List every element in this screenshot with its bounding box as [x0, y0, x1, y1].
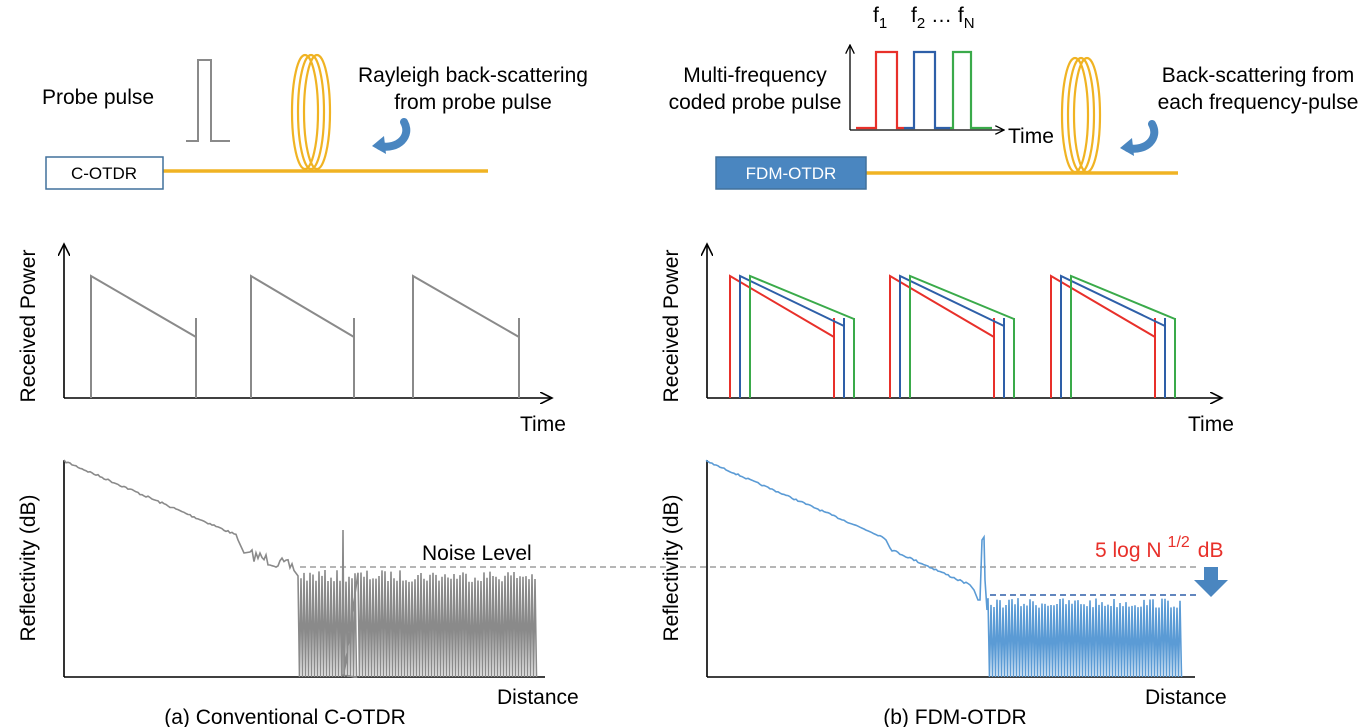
- reflectivity-plot-right: Reflectivity (dB) Distance 5 log N 1/2 dB: [660, 459, 1228, 709]
- fiber-coil-icon: [1060, 56, 1102, 174]
- fdm-otdr-box: [715, 156, 867, 190]
- refl-x-label-left: Distance: [497, 686, 579, 709]
- multi-frequency-pulse-inset: Time: [850, 45, 1054, 148]
- pulse-fN: [950, 50, 992, 130]
- probe-pulse-label: Probe pulse: [42, 86, 154, 109]
- c-otdr-box-label: C-OTDR: [71, 164, 137, 183]
- probe-label-line1: Multi-frequency: [683, 64, 827, 87]
- scatter-label-line2: from probe pulse: [394, 91, 552, 114]
- reflectivity-trace-left: [63, 459, 538, 678]
- trace-blue-group-2: [899, 274, 1005, 398]
- frequency-labels: f1 f2 … fN: [873, 4, 975, 32]
- inset-x-label: Time: [1008, 125, 1054, 148]
- trace-green-group-2: [909, 274, 1015, 398]
- fiber-coil-icon: [290, 53, 332, 171]
- trace-red-group-2: [889, 274, 995, 398]
- down-arrow-icon: [1194, 567, 1228, 597]
- refl-y-label-right: Reflectivity (dB): [660, 494, 683, 641]
- reflectivity-plot-left: Reflectivity (dB) Distance Noise Level: [17, 459, 579, 709]
- gain-label: 5 log N 1/2 dB: [1095, 534, 1223, 562]
- caption-right: (b) FDM-OTDR: [883, 706, 1026, 727]
- power-traces-left: [90, 274, 520, 398]
- power-y-label-right: Received Power: [660, 250, 683, 403]
- pulse-f2: [904, 50, 950, 130]
- power-y-label-left: Received Power: [17, 250, 40, 403]
- trace-blue-group-1: [739, 274, 845, 398]
- power-plot-right: Received Power Time: [660, 244, 1234, 436]
- trace-green-group-1: [749, 274, 855, 398]
- curved-arrow-icon: [372, 118, 411, 154]
- power-x-label-right: Time: [1188, 413, 1234, 436]
- probe-pulse-shape: [186, 59, 230, 142]
- right-panel: FDM-OTDR Time f1 f2 … fN Multi-frequency…: [660, 4, 1358, 727]
- trace-green-group-3: [1070, 274, 1176, 398]
- trace-blue-group-3: [1060, 274, 1166, 398]
- pulse-f1: [856, 50, 904, 130]
- curved-arrow-icon: [1120, 120, 1159, 156]
- svg-text:f2 … fN: f2 … fN: [911, 4, 975, 32]
- c-otdr-box: [45, 156, 164, 190]
- power-x-label-left: Time: [520, 413, 566, 436]
- power-traces-right: [729, 274, 1176, 398]
- refl-y-label-left: Reflectivity (dB): [17, 494, 40, 641]
- noise-level-label: Noise Level: [422, 542, 532, 565]
- trace-red-group-1: [729, 274, 835, 398]
- probe-label-line2: coded probe pulse: [669, 91, 842, 114]
- left-panel: C-OTDR Probe pulse Rayleigh back-scatter…: [17, 53, 588, 727]
- power-plot-left: Received Power Time: [17, 244, 566, 436]
- fdm-otdr-box-label: FDM-OTDR: [746, 164, 837, 183]
- scatter-label-line2-right: each frequency-pulse: [1158, 91, 1359, 114]
- caption-left: (a) Conventional C-OTDR: [164, 706, 406, 727]
- reflectivity-trace-right: [705, 459, 1183, 678]
- trace-red-group-3: [1050, 274, 1156, 398]
- refl-x-label-right: Distance: [1145, 686, 1227, 709]
- scatter-label-line1-right: Back-scattering from: [1162, 64, 1355, 87]
- scatter-label-line1: Rayleigh back-scattering: [358, 64, 588, 87]
- svg-text:f1: f1: [873, 4, 887, 32]
